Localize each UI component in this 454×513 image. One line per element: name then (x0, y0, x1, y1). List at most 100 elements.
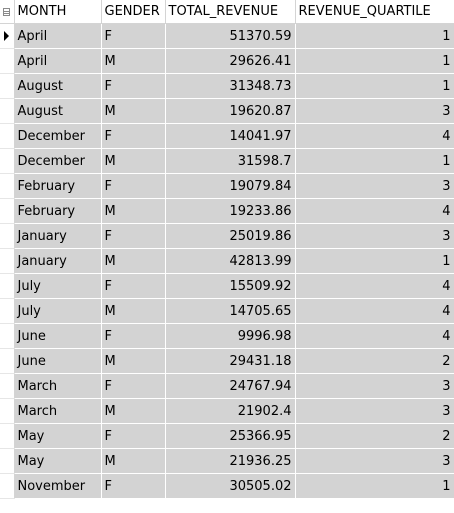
cell-revenue-quartile[interactable]: 2 (295, 348, 454, 374)
row-indicator[interactable] (0, 98, 15, 124)
cell-total-revenue[interactable]: 24767.94 (165, 373, 296, 399)
cell-gender[interactable]: M (101, 48, 166, 74)
cell-gender[interactable]: F (101, 173, 166, 199)
row-indicator[interactable] (0, 373, 15, 399)
row-indicator[interactable] (0, 123, 15, 149)
cell-gender[interactable]: F (101, 73, 166, 99)
cell-revenue-quartile[interactable]: 4 (295, 298, 454, 324)
table-row[interactable]: December F 14041.97 4 (0, 123, 454, 149)
table-row[interactable]: March F 24767.94 3 (0, 373, 454, 399)
table-row[interactable]: March M 21902.4 3 (0, 398, 454, 424)
cell-revenue-quartile[interactable]: 3 (295, 398, 454, 424)
cell-total-revenue[interactable]: 51370.59 (165, 23, 296, 49)
cell-total-revenue[interactable]: 19079.84 (165, 173, 296, 199)
row-indicator[interactable] (0, 173, 15, 199)
cell-revenue-quartile[interactable]: 2 (295, 423, 454, 449)
table-row[interactable]: April F 51370.59 1 (0, 23, 454, 49)
cell-gender[interactable]: F (101, 473, 166, 499)
row-indicator[interactable] (0, 223, 15, 249)
row-indicator[interactable] (0, 73, 15, 99)
cell-month[interactable]: February (14, 173, 102, 199)
cell-gender[interactable]: F (101, 373, 166, 399)
table-row[interactable]: February M 19233.86 4 (0, 198, 454, 224)
cell-gender[interactable]: M (101, 98, 166, 124)
row-indicator[interactable] (0, 148, 15, 174)
cell-month[interactable]: August (14, 73, 102, 99)
cell-revenue-quartile[interactable]: 4 (295, 323, 454, 349)
cell-month[interactable]: July (14, 298, 102, 324)
cell-total-revenue[interactable]: 9996.98 (165, 323, 296, 349)
cell-revenue-quartile[interactable]: 1 (295, 473, 454, 499)
row-indicator[interactable] (0, 348, 15, 374)
table-row[interactable]: August M 19620.87 3 (0, 98, 454, 124)
cell-gender[interactable]: F (101, 123, 166, 149)
column-header-month[interactable]: MONTH (14, 0, 102, 24)
table-row[interactable]: August F 31348.73 1 (0, 73, 454, 99)
column-header-total-revenue[interactable]: TOTAL_REVENUE (165, 0, 296, 24)
row-indicator[interactable] (0, 298, 15, 324)
cell-revenue-quartile[interactable]: 1 (295, 148, 454, 174)
cell-month[interactable]: May (14, 448, 102, 474)
cell-month[interactable]: February (14, 198, 102, 224)
row-indicator[interactable] (0, 398, 15, 424)
cell-revenue-quartile[interactable]: 3 (295, 173, 454, 199)
cell-revenue-quartile[interactable]: 3 (295, 373, 454, 399)
cell-month[interactable]: April (14, 48, 102, 74)
table-row[interactable]: July M 14705.65 4 (0, 298, 454, 324)
cell-total-revenue[interactable]: 31598.7 (165, 148, 296, 174)
cell-gender[interactable]: M (101, 148, 166, 174)
cell-revenue-quartile[interactable]: 3 (295, 98, 454, 124)
cell-total-revenue[interactable]: 30505.02 (165, 473, 296, 499)
row-indicator[interactable] (0, 48, 15, 74)
table-row[interactable]: April M 29626.41 1 (0, 48, 454, 74)
cell-month[interactable]: January (14, 248, 102, 274)
cell-total-revenue[interactable]: 14705.65 (165, 298, 296, 324)
table-row[interactable]: May F 25366.95 2 (0, 423, 454, 449)
table-row[interactable]: January F 25019.86 3 (0, 223, 454, 249)
cell-total-revenue[interactable]: 31348.73 (165, 73, 296, 99)
cell-total-revenue[interactable]: 29626.41 (165, 48, 296, 74)
cell-gender[interactable]: F (101, 23, 166, 49)
cell-month[interactable]: March (14, 398, 102, 424)
cell-revenue-quartile[interactable]: 4 (295, 123, 454, 149)
table-row[interactable]: June F 9996.98 4 (0, 323, 454, 349)
row-indicator[interactable] (0, 448, 15, 474)
cell-gender[interactable]: M (101, 198, 166, 224)
cell-revenue-quartile[interactable]: 3 (295, 448, 454, 474)
cell-revenue-quartile[interactable]: 1 (295, 73, 454, 99)
row-indicator[interactable] (0, 473, 15, 499)
cell-total-revenue[interactable]: 14041.97 (165, 123, 296, 149)
column-header-gender[interactable]: GENDER (101, 0, 166, 24)
grid-corner-button[interactable] (0, 0, 15, 24)
table-row[interactable]: June M 29431.18 2 (0, 348, 454, 374)
cell-month[interactable]: March (14, 373, 102, 399)
cell-total-revenue[interactable]: 42813.99 (165, 248, 296, 274)
cell-gender[interactable]: M (101, 298, 166, 324)
cell-total-revenue[interactable]: 19233.86 (165, 198, 296, 224)
table-row[interactable]: February F 19079.84 3 (0, 173, 454, 199)
cell-month[interactable]: January (14, 223, 102, 249)
cell-gender[interactable]: F (101, 323, 166, 349)
cell-total-revenue[interactable]: 25019.86 (165, 223, 296, 249)
table-row[interactable]: January M 42813.99 1 (0, 248, 454, 274)
cell-gender[interactable]: M (101, 248, 166, 274)
cell-revenue-quartile[interactable]: 1 (295, 23, 454, 49)
cell-total-revenue[interactable]: 29431.18 (165, 348, 296, 374)
cell-month[interactable]: April (14, 23, 102, 49)
table-row[interactable]: May M 21936.25 3 (0, 448, 454, 474)
cell-month[interactable]: June (14, 323, 102, 349)
row-indicator[interactable] (0, 23, 15, 49)
table-row[interactable]: July F 15509.92 4 (0, 273, 454, 299)
cell-gender[interactable]: F (101, 273, 166, 299)
row-indicator[interactable] (0, 273, 15, 299)
table-row[interactable]: November F 30505.02 1 (0, 473, 454, 499)
cell-month[interactable]: May (14, 423, 102, 449)
cell-total-revenue[interactable]: 25366.95 (165, 423, 296, 449)
cell-gender[interactable]: F (101, 423, 166, 449)
cell-total-revenue[interactable]: 19620.87 (165, 98, 296, 124)
cell-revenue-quartile[interactable]: 1 (295, 48, 454, 74)
cell-gender[interactable]: M (101, 348, 166, 374)
cell-gender[interactable]: M (101, 398, 166, 424)
row-indicator[interactable] (0, 423, 15, 449)
cell-month[interactable]: July (14, 273, 102, 299)
